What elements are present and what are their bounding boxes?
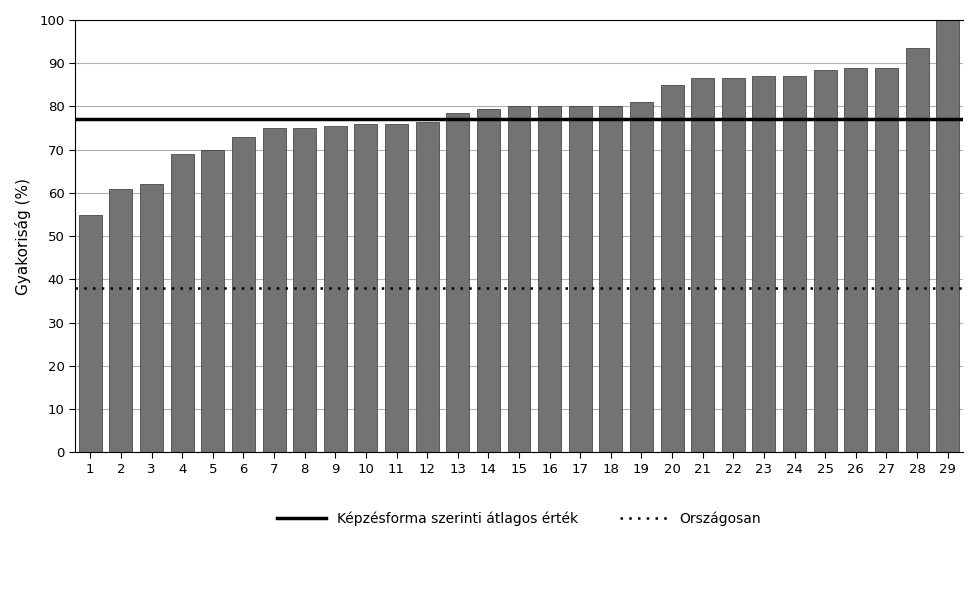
Bar	[140, 185, 163, 452]
Bar	[599, 107, 621, 452]
Bar	[293, 128, 316, 452]
Bar	[813, 69, 836, 452]
Bar	[477, 108, 499, 452]
Bar	[659, 85, 683, 452]
Bar	[629, 102, 653, 452]
Bar	[721, 79, 744, 452]
Bar	[201, 150, 224, 452]
Bar	[109, 189, 132, 452]
Bar	[262, 128, 285, 452]
Bar	[935, 20, 958, 452]
Bar	[323, 126, 347, 452]
Bar	[232, 137, 255, 452]
Bar	[79, 214, 102, 452]
Bar	[507, 107, 530, 452]
Bar	[905, 48, 927, 452]
Bar	[354, 124, 377, 452]
Bar	[171, 154, 193, 452]
Bar	[874, 68, 897, 452]
Bar	[843, 68, 867, 452]
Bar	[783, 76, 805, 452]
Bar	[385, 124, 407, 452]
Bar	[537, 107, 561, 452]
Bar	[446, 113, 469, 452]
Bar	[569, 107, 591, 452]
Bar	[691, 79, 713, 452]
Legend: Képzésforma szerinti átlagos érték, Országosan: Képzésforma szerinti átlagos érték, Orsz…	[272, 506, 766, 532]
Bar	[751, 76, 775, 452]
Bar	[415, 122, 438, 452]
Y-axis label: Gyakoriság (%): Gyakoriság (%)	[15, 178, 31, 295]
